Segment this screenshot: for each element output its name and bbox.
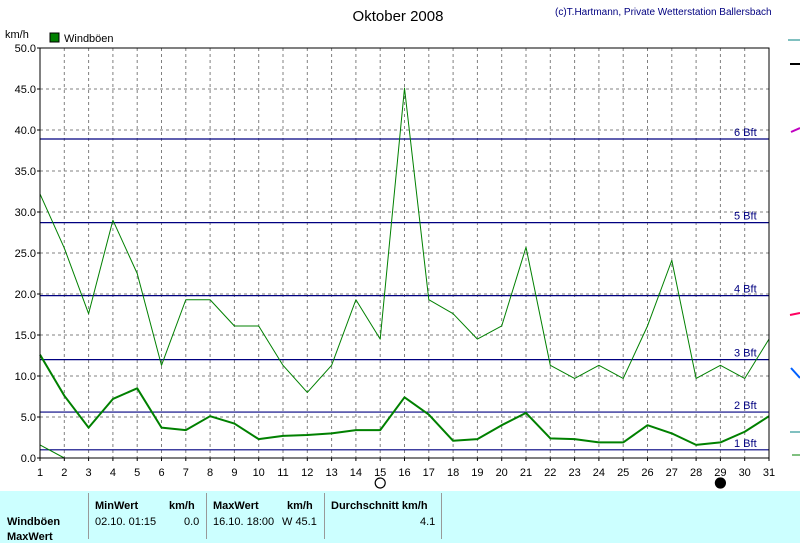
x-tick-label: 27: [666, 467, 678, 479]
max-unit: km/h: [287, 500, 313, 512]
separator: [441, 493, 442, 539]
x-tick-label: 26: [641, 467, 653, 479]
min-value: 0.0: [184, 516, 200, 528]
x-tick-label: 15: [374, 467, 386, 479]
x-tick-label: 16: [398, 467, 410, 479]
right-edge-fragment: [788, 39, 800, 456]
beaufort-label: 1 Bft: [734, 438, 757, 450]
x-tick-label: 31: [763, 467, 775, 479]
x-tick-label: 18: [447, 467, 459, 479]
x-tick-label: 9: [231, 467, 237, 479]
max-header: MaxWert: [213, 500, 259, 512]
x-tick-label: 17: [423, 467, 435, 479]
y-tick-label: 0.0: [21, 453, 36, 465]
x-tick-label: 2: [61, 467, 67, 479]
beaufort-label: 4 Bft: [734, 284, 757, 296]
y-axis-label: km/h: [5, 29, 29, 41]
y-tick-label: 45.0: [15, 84, 36, 96]
max-time: 16.10. 18:00: [213, 516, 275, 528]
y-tick-label: 25.0: [15, 248, 36, 260]
y-tick-label: 10.0: [15, 371, 36, 383]
moon-markers: [374, 477, 727, 489]
series-line-1: [39, 87, 770, 393]
separator: [206, 493, 207, 539]
x-tick-label: 1: [37, 467, 43, 479]
moon-new-icon: [714, 477, 727, 489]
y-tick-label: 20.0: [15, 289, 36, 301]
x-tick-label: 11: [277, 467, 288, 479]
x-tick-label: 28: [690, 467, 702, 479]
x-tick-label: 21: [520, 467, 532, 479]
moon-full-icon: [374, 477, 386, 489]
min-time: 02.10. 01:15: [95, 516, 157, 528]
x-tick-label: 23: [568, 467, 580, 479]
chart: Oktober 2008 (c)T.Hartmann, Private Wett…: [5, 7, 800, 489]
x-tick-label: 29: [714, 467, 726, 479]
x-tick-label: 7: [183, 467, 189, 479]
x-tick-label: 4: [110, 467, 116, 479]
x-tick-label: 5: [134, 467, 140, 479]
x-tick-label: 19: [471, 467, 483, 479]
grid: [40, 47, 770, 458]
beaufort-label: 2 Bft: [734, 400, 757, 412]
x-tick-label: 8: [207, 467, 213, 479]
row-label-windboeen: Windböen: [7, 516, 61, 528]
max-value: W 45.1: [282, 516, 317, 528]
y-tick-label: 30.0: [15, 207, 36, 219]
row-label-maxwert: MaxWert: [7, 531, 53, 543]
avg-header: Durchschnitt km/h: [331, 500, 428, 512]
x-tick-label: 30: [739, 467, 751, 479]
legend-swatch: [49, 32, 60, 43]
x-tick-label: 3: [86, 467, 92, 479]
series-line-2: [39, 354, 770, 446]
x-tick-label: 13: [325, 467, 337, 479]
x-tick-label: 12: [301, 467, 313, 479]
stats-panel: MinWert km/h MaxWert km/h Durchschnitt k…: [0, 491, 800, 543]
legend: Windböen: [49, 32, 114, 45]
legend-label: Windböen: [64, 33, 114, 45]
beaufort-label: 5 Bft: [734, 211, 757, 223]
x-tick-label: 24: [593, 467, 605, 479]
y-tick-label: 40.0: [15, 125, 36, 137]
y-tick-label: 50.0: [15, 43, 36, 55]
tick-labels: 0.0 5.0 10.0 15.0 20.0 25.0 30.0 35.0 40.0 45.0 50…: [15, 43, 776, 479]
beaufort-label: 6 Bft: [734, 127, 757, 139]
x-tick-label: 25: [617, 467, 629, 479]
beaufort-label: 3 Bft: [734, 348, 757, 360]
x-tick-label: 6: [158, 467, 164, 479]
min-header: MinWert: [95, 500, 139, 512]
y-tick-label: 5.0: [21, 412, 36, 424]
separator: [88, 493, 89, 539]
y-tick-label: 35.0: [15, 166, 36, 178]
x-tick-label: 14: [350, 467, 362, 479]
avg-value: 4.1: [420, 516, 436, 528]
chart-credit: (c)T.Hartmann, Private Wetterstation Bal…: [555, 7, 772, 18]
min-unit: km/h: [169, 500, 195, 512]
x-tick-label: 22: [544, 467, 556, 479]
y-tick-label: 15.0: [15, 330, 36, 342]
chart-title: Oktober 2008: [353, 8, 444, 25]
x-tick-label: 20: [496, 467, 508, 479]
separator: [324, 493, 325, 539]
beaufort-lines: 1 Bft 2 Bft 3 Bft 4 Bft 5 Bft 6 Bft: [40, 127, 769, 451]
x-tick-label: 10: [253, 467, 265, 479]
